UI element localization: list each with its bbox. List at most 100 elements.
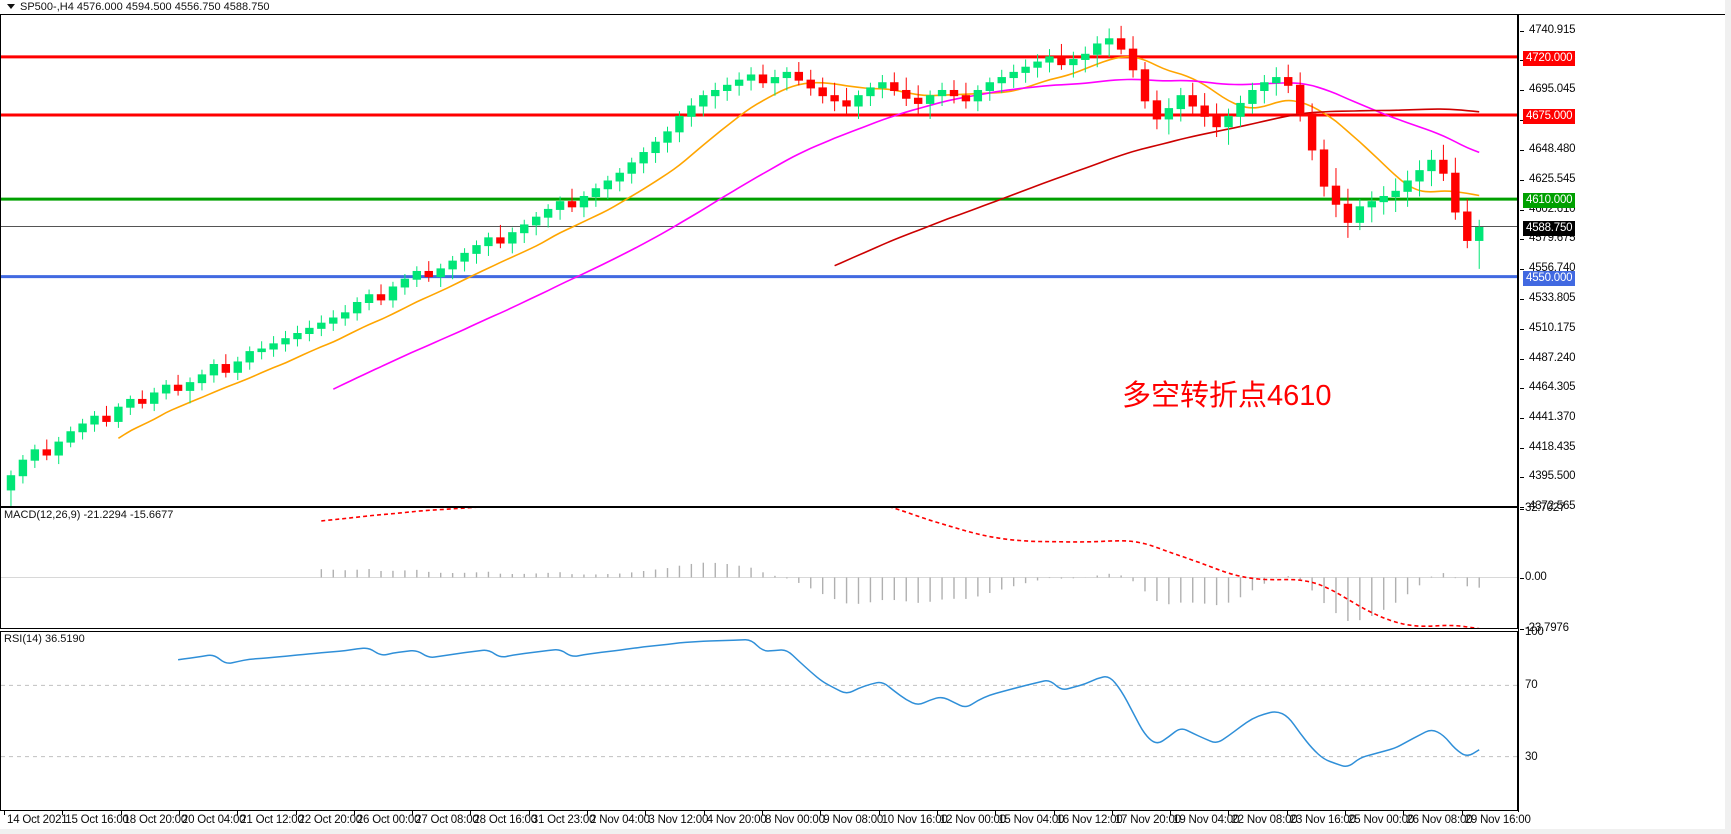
time-tick	[470, 811, 472, 815]
price-tick-label: 4395.500	[1529, 470, 1576, 483]
price-tick-label: 4487.240	[1529, 351, 1576, 364]
time-tick	[1170, 811, 1172, 815]
price-tick-label: 4418.435	[1529, 440, 1576, 453]
price-level-badge-pivot-4610[interactable]: 4610.000	[1523, 193, 1576, 209]
time-tick-label: 21 Oct 12:00	[240, 814, 304, 826]
price-level-badge-current-price-4588[interactable]: 4588.750	[1523, 220, 1576, 236]
macd-plot-area[interactable]	[1, 508, 1517, 628]
time-tick-label: 15 Nov 04:00	[998, 814, 1065, 826]
rsi-canvas	[1, 639, 1517, 768]
time-tick-label: 25 Nov 00:00	[1348, 814, 1415, 826]
macd-tick	[1520, 578, 1524, 580]
time-tick	[1286, 811, 1288, 815]
price-tick	[1520, 239, 1524, 241]
price-tick	[1520, 30, 1524, 32]
price-tick-label: 4441.370	[1529, 411, 1576, 424]
chart-annotation: 多空转折点4610	[1122, 380, 1332, 412]
time-tick-label: 16 Nov 12:00	[1056, 814, 1123, 826]
price-tick	[1520, 60, 1524, 62]
time-tick-label: 27 Oct 08:00	[415, 814, 479, 826]
x-axis-line	[0, 810, 1518, 811]
price-tick	[1520, 179, 1524, 181]
time-tick	[995, 811, 997, 815]
rsi-tick-label: 30	[1525, 750, 1538, 763]
time-tick-label: 26 Nov 08:00	[1406, 814, 1473, 826]
macd-pane[interactable]	[0, 507, 1518, 629]
price-level-badge-resistance-4720[interactable]: 4720.000	[1523, 50, 1576, 66]
time-tick	[4, 811, 5, 815]
price-tick-label: 4648.480	[1529, 143, 1576, 156]
time-tick-label: 15 Oct 16:00	[65, 814, 129, 826]
price-tick	[1520, 268, 1524, 270]
rsi-tick-label: 100	[1525, 626, 1544, 638]
rsi-title: RSI(14) 36.5190	[4, 633, 85, 645]
price-tick	[1520, 119, 1524, 121]
macd-tick	[1520, 629, 1524, 630]
time-tick-label: 28 Oct 16:00	[473, 814, 537, 826]
time-tick-label: 20 Oct 04:00	[181, 814, 246, 826]
time-tick	[645, 811, 647, 815]
price-tick-label: 4464.305	[1529, 381, 1576, 394]
time-tick-label: 14 Oct 2021	[7, 814, 68, 826]
time-scale-axis[interactable]: 14 Oct 2021 15 Oct 16:00 18 Oct 20:00 20 Oc…	[0, 811, 1531, 834]
time-tick	[120, 811, 122, 815]
time-tick-label: 22 Nov 08:00	[1231, 814, 1298, 826]
price-tick-label: 4372.565	[1529, 500, 1576, 512]
time-tick	[1345, 811, 1347, 815]
price-tick	[1520, 209, 1524, 211]
time-tick	[1053, 811, 1055, 815]
time-tick	[703, 811, 705, 815]
rsi-pane[interactable]	[0, 631, 1518, 811]
chart-header: SP500-,H4 4576.000 4594.500 4556.750 458…	[0, 0, 1731, 14]
price-tick	[1520, 298, 1524, 300]
time-tick	[528, 811, 530, 815]
price-pane[interactable]	[0, 14, 1518, 507]
rsi-tick-label: 70	[1525, 679, 1538, 692]
time-tick	[820, 811, 822, 815]
price-tick	[1520, 447, 1524, 449]
price-level-badge-resistance-4675[interactable]: 4675.000	[1523, 109, 1576, 125]
price-plot-area[interactable]	[1, 15, 1517, 506]
time-tick	[353, 811, 355, 815]
time-tick-label: 29 Nov 16:00	[1464, 814, 1531, 826]
time-tick-label: 12 Nov 00:00	[939, 814, 1006, 826]
time-tick-label: 26 Oct 00:00	[356, 814, 421, 826]
price-tick-label: 4740.915	[1529, 23, 1576, 36]
time-tick-label: 17 Nov 20:00	[1114, 814, 1181, 826]
time-tick	[412, 811, 414, 815]
time-tick	[1461, 811, 1463, 815]
price-tick	[1520, 150, 1524, 152]
time-tick	[62, 811, 64, 815]
window-right-edge	[1725, 0, 1731, 834]
macd-tick-label: -23.7976	[1525, 622, 1569, 634]
rsi-plot-area[interactable]	[1, 632, 1517, 810]
price-tick	[1520, 507, 1524, 508]
time-tick	[587, 811, 589, 815]
macd-tick-label: 0.00	[1525, 571, 1547, 584]
price-tick-label: 4625.545	[1529, 172, 1576, 185]
price-level-badge-support-4550[interactable]: 4550.000	[1523, 270, 1576, 286]
price-tick	[1520, 329, 1524, 331]
time-tick-label: 8 Nov 00:00	[765, 814, 825, 826]
macd-canvas	[1, 508, 1517, 628]
time-tick-label: 9 Nov 08:00	[823, 814, 884, 826]
triangle-down-icon[interactable]	[7, 4, 15, 9]
window-bottom-edge	[0, 829, 1731, 834]
price-canvas	[1, 25, 1517, 506]
price-tick	[1520, 388, 1524, 390]
price-scale-axis[interactable]: 4740.9154718.0004695.0454672.1104648.480…	[1518, 14, 1731, 812]
time-tick-label: 31 Oct 23:00	[531, 814, 596, 826]
time-tick	[1403, 811, 1405, 815]
macd-tick-label: 32.7027	[1525, 502, 1566, 514]
time-tick-label: 19 Nov 04:00	[1173, 814, 1240, 826]
price-tick	[1520, 358, 1524, 360]
price-tick-label: 4695.045	[1529, 83, 1576, 96]
price-tick-label: 4510.175	[1529, 322, 1576, 335]
time-tick-label: 3 Nov 12:00	[648, 814, 709, 826]
time-tick	[1111, 811, 1113, 815]
price-tick	[1520, 90, 1524, 92]
macd-tick	[1520, 509, 1524, 510]
price-tick-label: 4533.805	[1529, 291, 1576, 304]
time-tick	[178, 811, 180, 815]
